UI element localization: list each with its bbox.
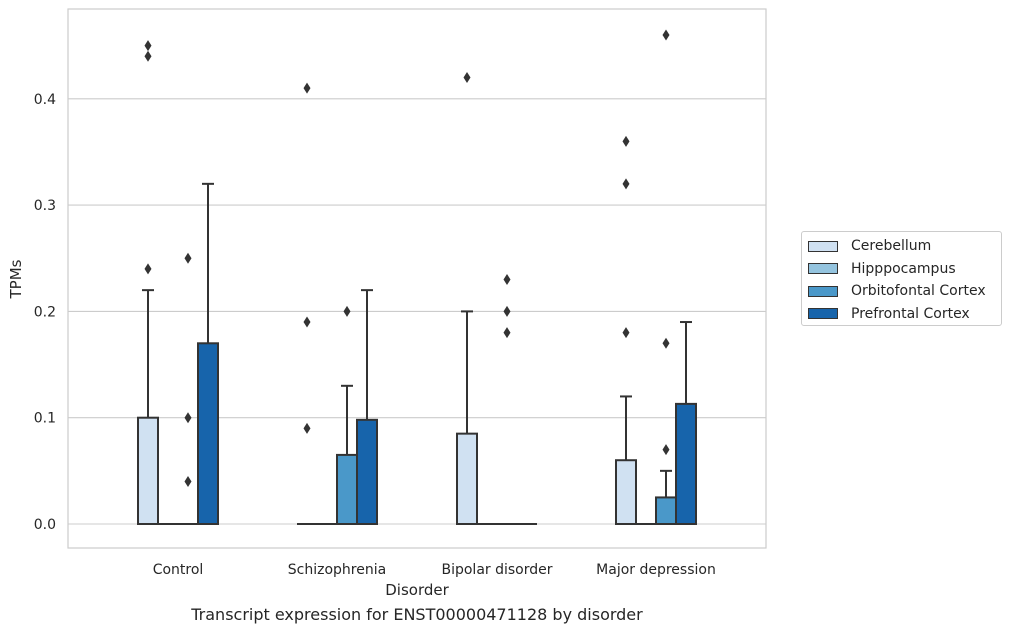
outlier-point [622, 135, 630, 147]
box [197, 342, 219, 526]
legend-item: Cerebellum [808, 235, 1001, 258]
outlier-point [184, 252, 192, 264]
outlier-point [184, 475, 192, 487]
outlier-point [662, 444, 670, 456]
legend-item: Prefrontal Cortex [808, 303, 1001, 326]
y-axis-label: TPMs [7, 259, 25, 299]
outlier-point [144, 263, 152, 275]
box [336, 453, 358, 525]
legend: Cerebellum Hipppocampus Orbitofontal Cor… [801, 231, 1002, 326]
outlier-point [503, 274, 511, 286]
x-tick-label: Major depression [596, 562, 716, 578]
legend-label: Cerebellum [851, 238, 932, 255]
y-tick-label: 0.4 [34, 92, 56, 108]
grid-lines [68, 98, 766, 525]
outlier-point [622, 327, 630, 339]
chart-caption: Transcript expression for ENST0000047112… [191, 605, 643, 624]
outlier-point [303, 422, 311, 434]
y-tick-label: 0.2 [34, 304, 56, 320]
outlier-point [662, 29, 670, 41]
legend-swatch [808, 308, 838, 320]
box [615, 459, 637, 525]
legend-swatch [808, 263, 838, 275]
box [356, 418, 378, 525]
y-tick-labels: 0.0 0.1 0.2 0.3 0.4 [34, 92, 56, 533]
outlier-point [343, 305, 351, 317]
x-tick-labels: Control Schizophrenia Bipolar disorder Majo… [153, 562, 716, 578]
legend-label: Prefrontal Cortex [851, 305, 970, 322]
outlier-point [503, 305, 511, 317]
box [675, 402, 697, 526]
legend-swatch [808, 240, 838, 252]
outlier-point [144, 40, 152, 52]
y-tick-label: 0.0 [34, 517, 56, 533]
box [137, 416, 159, 526]
x-axis-label: Disorder [385, 581, 449, 599]
legend-item: Hipppocampus [808, 258, 1001, 281]
box [655, 496, 677, 525]
outlier-point [662, 337, 670, 349]
legend-label: Hipppocampus [851, 260, 956, 277]
outlier-point [303, 82, 311, 94]
legend-label: Orbitofontal Cortex [851, 283, 986, 300]
outlier-point [303, 316, 311, 328]
y-tick-label: 0.3 [34, 198, 56, 214]
outlier-point [144, 50, 152, 62]
plot-frame [67, 8, 767, 549]
y-tick-label: 0.1 [34, 411, 56, 427]
legend-swatch [808, 285, 838, 297]
legend-item: Orbitofontal Cortex [808, 280, 1001, 303]
outlier-point [503, 327, 511, 339]
x-tick-label: Schizophrenia [288, 562, 386, 578]
outlier-point [622, 178, 630, 190]
outlier-point [184, 412, 192, 424]
x-tick-label: Bipolar disorder [441, 562, 552, 578]
box [456, 432, 478, 525]
box-plots [137, 29, 697, 526]
x-tick-label: Control [153, 562, 204, 578]
outlier-point [463, 72, 471, 84]
